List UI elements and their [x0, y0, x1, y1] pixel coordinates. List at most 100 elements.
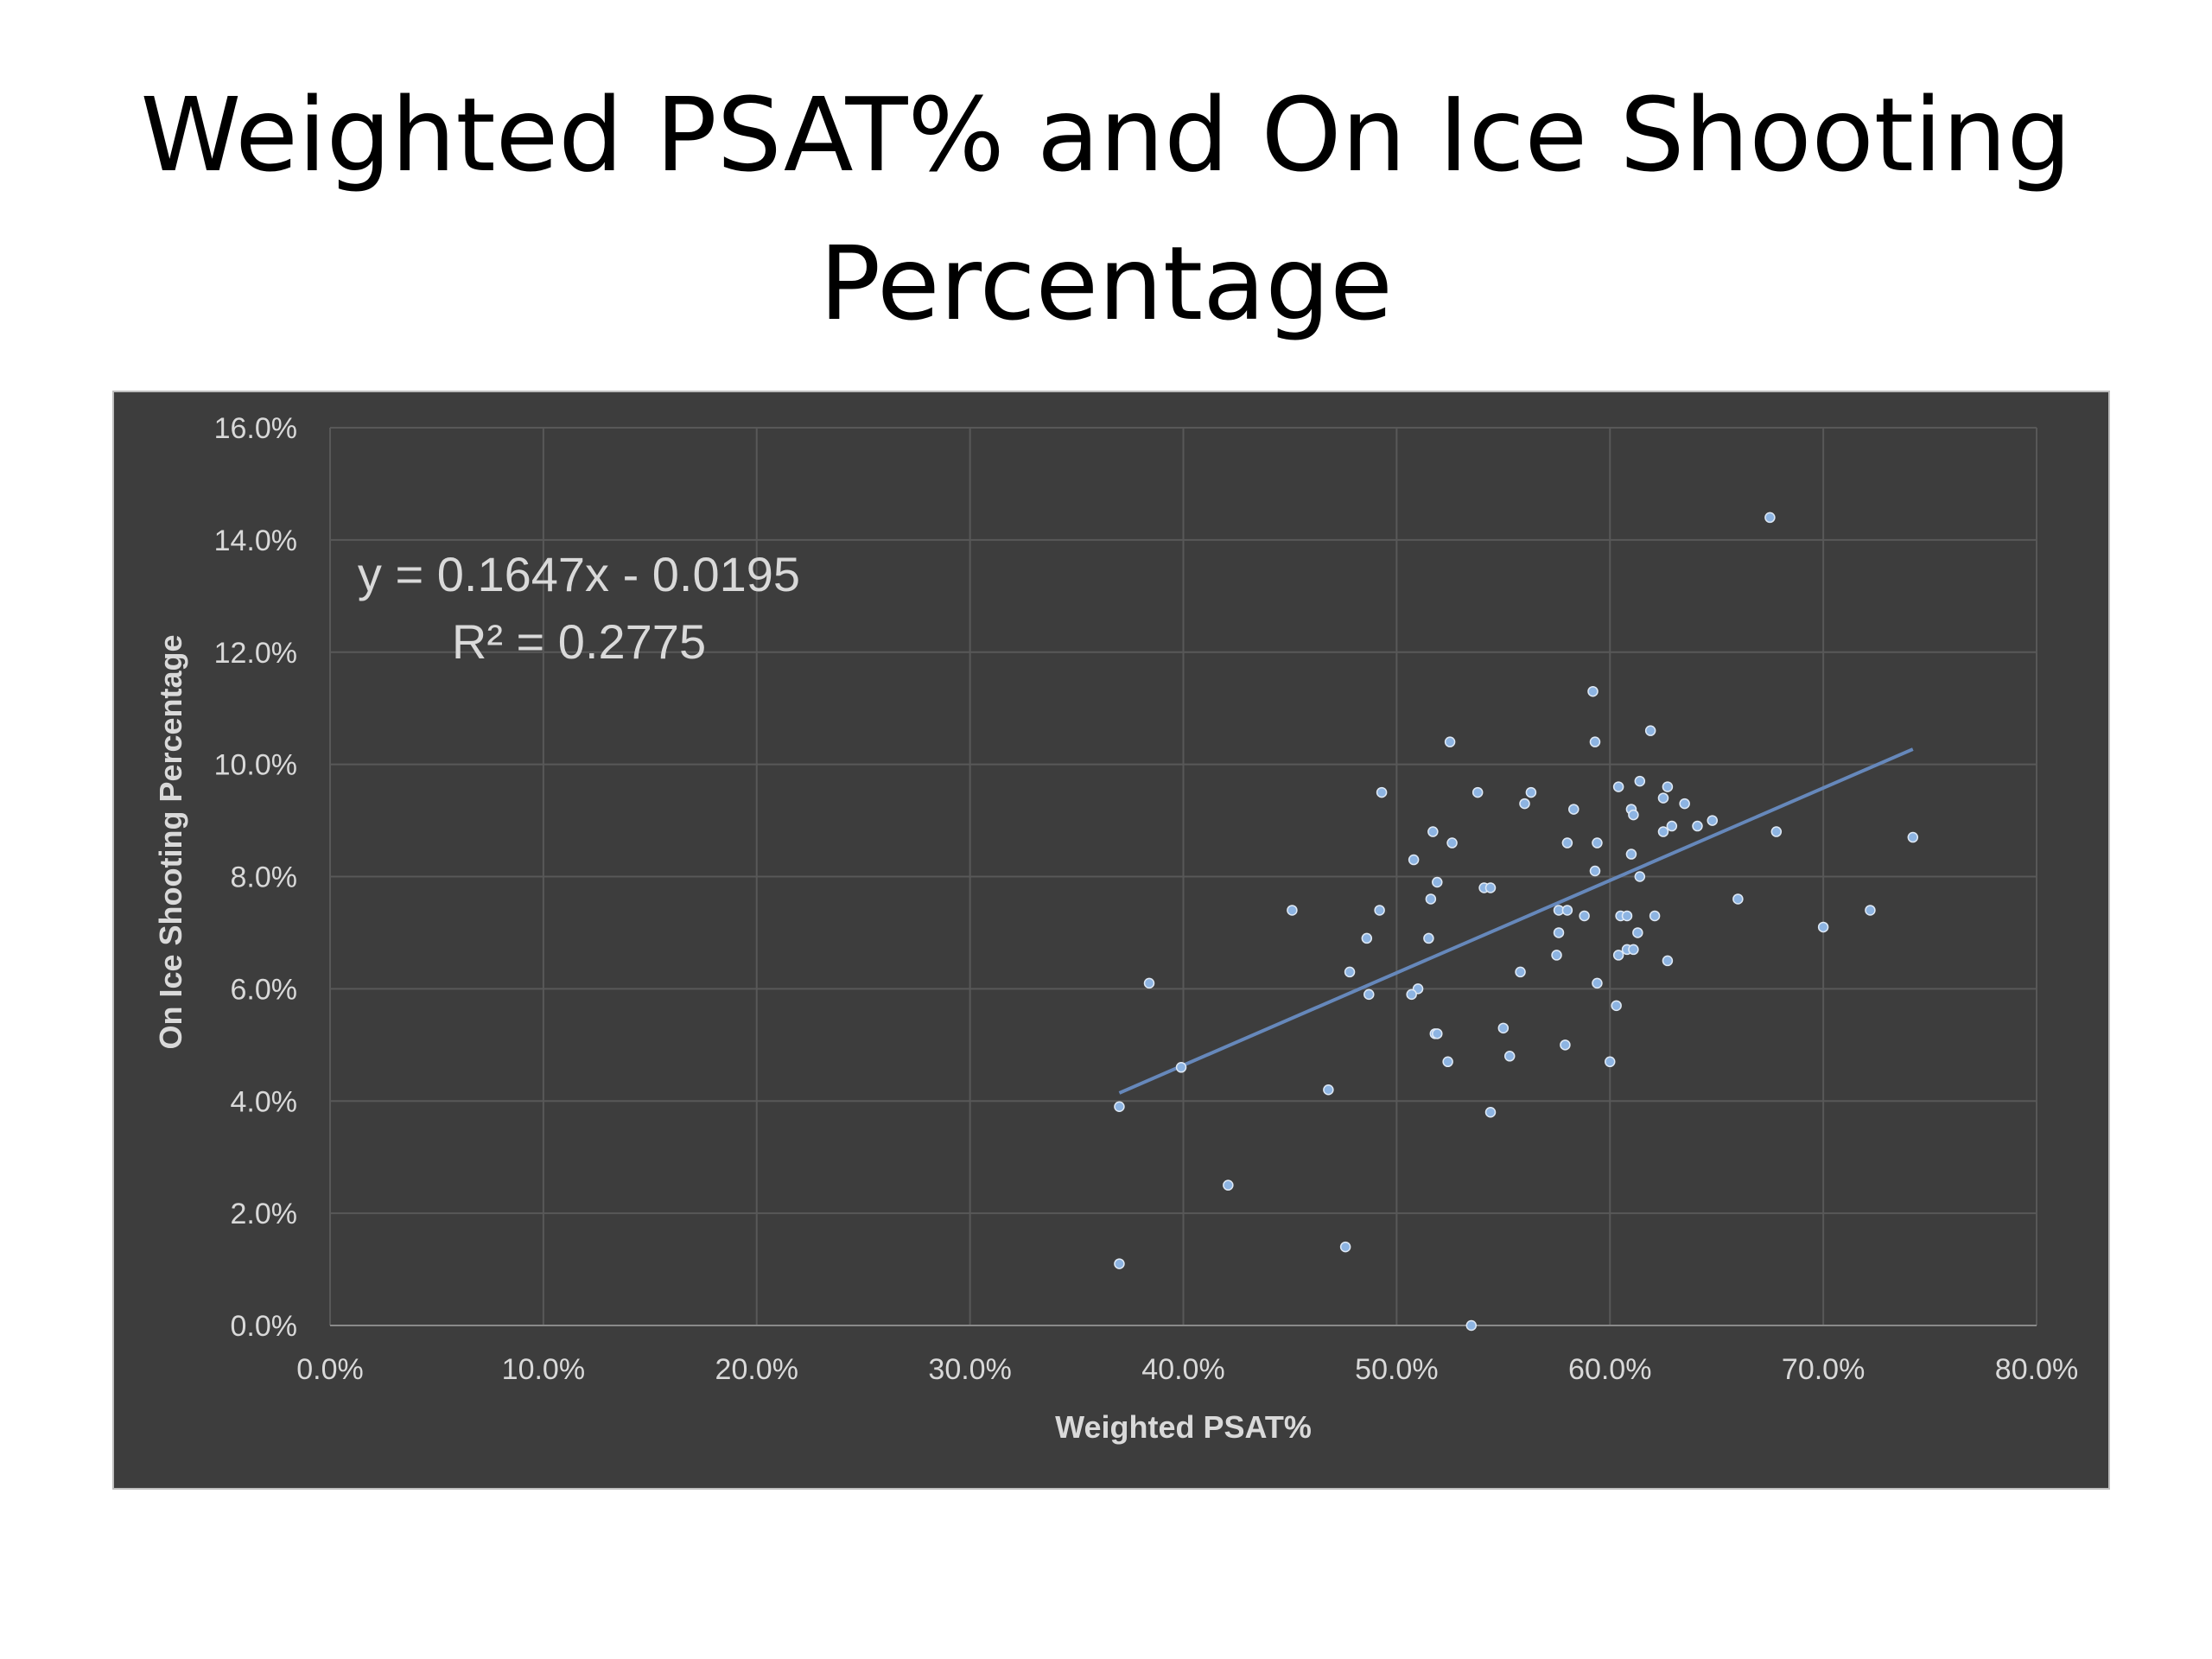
- scatter-point: [1865, 905, 1876, 916]
- x-tick-label: 10.0%: [502, 1353, 585, 1386]
- scatter-point: [1465, 1319, 1478, 1332]
- scatter-point: [1589, 865, 1601, 877]
- scatter-point: [1427, 826, 1439, 837]
- scatter-point: [1561, 905, 1573, 916]
- scatter-point: [1579, 910, 1590, 922]
- scatter-point: [1503, 1051, 1516, 1062]
- y-tick-label: 6.0%: [231, 973, 298, 1006]
- x-tick-label: 70.0%: [1782, 1353, 1865, 1386]
- scatter-point: [1612, 950, 1624, 961]
- scatter-point: [1446, 837, 1458, 849]
- y-tick-label: 14.0%: [214, 524, 297, 557]
- scatter-point: [1484, 882, 1497, 893]
- x-tick-label: 20.0%: [715, 1353, 798, 1386]
- scatter-point: [1376, 786, 1388, 798]
- scatter-point: [1406, 988, 1417, 1001]
- y-tick-label: 12.0%: [214, 637, 297, 670]
- y-tick-label: 16.0%: [214, 412, 297, 445]
- tick-labels: 0.0% 2.0% 4.0% 6.0% 8.0% 10.0% 12.0% 14.0% 16.0%…: [214, 412, 2079, 1386]
- y-tick-label: 2.0%: [231, 1198, 298, 1230]
- gridlines: [329, 427, 2037, 1325]
- scatter-point: [1657, 792, 1669, 804]
- scatter-point: [1444, 736, 1456, 747]
- scatter-point: [1114, 1101, 1125, 1112]
- chart-area: 0.0% 2.0% 4.0% 6.0% 8.0% 10.0% 12.0% 14.0% 16.0%…: [112, 391, 2110, 1490]
- scatter-point: [1374, 905, 1385, 916]
- scatter-point: [1662, 955, 1674, 967]
- y-tick-label: 4.0%: [231, 1085, 298, 1118]
- scatter-point: [1732, 893, 1744, 905]
- scatter-point: [1344, 966, 1356, 978]
- scatter-point: [1625, 849, 1637, 860]
- scatter-point: [1471, 786, 1484, 798]
- x-tick-label: 80.0%: [1995, 1353, 2078, 1386]
- scatter-point: [1628, 944, 1639, 956]
- scatter-point: [1632, 927, 1643, 938]
- scatter-point: [1634, 871, 1646, 882]
- trendline: [1118, 747, 1914, 1095]
- data-points: [1114, 512, 1919, 1332]
- scatter-point: [1363, 988, 1375, 1001]
- scatter-point: [1223, 1179, 1234, 1191]
- y-tick-label: 0.0%: [231, 1310, 298, 1343]
- scatter-point: [1764, 512, 1776, 524]
- scatter-point: [1425, 893, 1437, 905]
- slide-title: Weighted PSAT% and On Ice Shooting Perce…: [140, 75, 2072, 343]
- scatter-point: [1817, 921, 1829, 933]
- scatter-point: [1707, 815, 1718, 826]
- scatter-point: [1621, 910, 1633, 922]
- y-axis-title: On Ice Shooting Percentage: [153, 634, 188, 1049]
- scatter-point: [1432, 876, 1443, 888]
- scatter-point: [1907, 831, 1919, 843]
- x-tick-label: 50.0%: [1355, 1353, 1438, 1386]
- scatter-point: [1143, 977, 1155, 989]
- scatter-point: [1589, 736, 1601, 747]
- scatter-point: [1662, 781, 1674, 792]
- scatter-point: [1679, 798, 1690, 810]
- scatter-point: [1423, 932, 1434, 944]
- scatter-point: [1497, 1022, 1510, 1034]
- scatter-point: [1592, 837, 1603, 849]
- scatter-point: [1114, 1258, 1125, 1269]
- trendline-r-squared: R² = 0.2775: [452, 614, 706, 669]
- scatter-point: [1587, 685, 1599, 697]
- scatter-point: [1634, 775, 1646, 787]
- x-tick-label: 60.0%: [1568, 1353, 1651, 1386]
- scatter-point: [1612, 781, 1624, 792]
- scatter-point: [1361, 932, 1373, 944]
- scatter-point: [1666, 820, 1678, 832]
- scatter-point: [1323, 1084, 1334, 1096]
- scatter-point: [1692, 820, 1703, 832]
- scatter-point: [1649, 910, 1661, 922]
- x-tick-label: 40.0%: [1141, 1353, 1224, 1386]
- scatter-point: [1611, 1000, 1622, 1012]
- scatter-point: [1770, 826, 1783, 837]
- x-tick-label: 30.0%: [928, 1353, 1011, 1386]
- scatter-point: [1657, 826, 1669, 837]
- scatter-point: [1551, 950, 1562, 961]
- scatter-point: [1561, 837, 1573, 849]
- scatter-point: [1553, 927, 1565, 938]
- scatter-point: [1408, 854, 1420, 866]
- scatter-point: [1175, 1062, 1187, 1073]
- scatter-point: [1525, 786, 1537, 798]
- scatter-point: [1560, 1039, 1571, 1051]
- trendline-equation: y = 0.1647x - 0.0195: [358, 547, 800, 601]
- x-tick-label: 0.0%: [296, 1353, 364, 1386]
- y-tick-label: 8.0%: [231, 861, 298, 894]
- scatter-point: [1568, 804, 1580, 815]
- scatter-point: [1442, 1056, 1453, 1068]
- scatter-point: [1515, 966, 1526, 978]
- scatter-point: [1484, 1106, 1497, 1118]
- scatter-point: [1432, 1028, 1443, 1039]
- x-axis-title: Weighted PSAT%: [1055, 1409, 1312, 1445]
- scatter-point: [1644, 725, 1656, 736]
- scatter-point: [1605, 1056, 1616, 1068]
- scatter-point: [1339, 1241, 1351, 1253]
- y-tick-label: 10.0%: [214, 749, 297, 782]
- scatter-point: [1519, 798, 1530, 810]
- scatter-chart: 0.0% 2.0% 4.0% 6.0% 8.0% 10.0% 12.0% 14.0% 16.0%…: [153, 412, 2079, 1445]
- scatter-point: [1628, 809, 1639, 821]
- scatter-point: [1287, 905, 1298, 916]
- trendline-layer: [1118, 747, 1914, 1095]
